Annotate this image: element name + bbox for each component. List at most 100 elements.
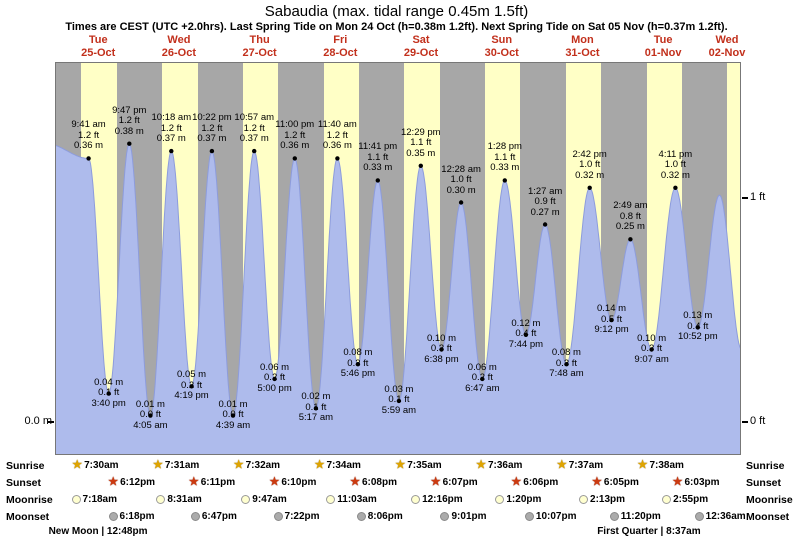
tide-label-line: 0.0 ft — [222, 409, 244, 421]
moonrise-entry: 8:31am — [156, 494, 202, 505]
tide-label-line: 0.32 m — [575, 169, 605, 181]
tide-high-label: 11:40 am 1.2 ft 0.36 m — [311, 120, 363, 152]
tide-label-line: 0.12 m — [511, 317, 541, 329]
sunrise-label-right: Sunrise — [746, 460, 785, 472]
moonset-circle-icon — [524, 512, 534, 521]
tide-low-label: 0.14 m 0.5 ft 9:12 pm — [586, 304, 638, 336]
moonset-entry: 10:07pm — [524, 511, 576, 522]
sunset-entry: ★ 6:10pm — [269, 476, 317, 489]
tide-extreme-dot — [502, 178, 507, 183]
right-axis-tick-zero — [742, 421, 748, 423]
tide-label-line: 0.37 m — [239, 133, 269, 145]
tide-label-line: 4:19 pm — [174, 390, 209, 402]
tide-extreme-labels: 9:41 am 1.2 ft 0.36 m 0.04 m 0.1 ft 3:40 pm 9:… — [56, 63, 740, 454]
day-date: 31-Oct — [565, 47, 600, 59]
tide-label-line: 5:46 pm — [340, 368, 376, 380]
moonset-time: 6:18pm — [119, 511, 155, 522]
tide-label-line: 3:40 pm — [91, 397, 126, 409]
moonrise-circle-icon — [579, 495, 589, 504]
moonrise-entry: 1:20pm — [495, 494, 541, 505]
tide-label-line: 0.08 m — [343, 347, 373, 359]
moonrise-circle-icon — [156, 495, 166, 504]
moonrise-entry: 2:13pm — [579, 494, 625, 505]
tide-label-line: 0.3 ft — [555, 357, 578, 369]
sunrise-time: 7:34am — [326, 460, 361, 471]
tide-label-line: 0.25 m — [615, 221, 645, 233]
moonset-circle-icon — [609, 512, 619, 521]
left-axis-tick — [48, 421, 54, 423]
sunset-time: 6:03pm — [684, 477, 720, 488]
tide-high-label: 10:18 am 1.2 ft 0.37 m — [145, 113, 197, 145]
sunrise-entry: ★ 7:30am — [72, 460, 118, 472]
tide-label-line: 0.10 m — [426, 332, 456, 344]
tide-extreme-dot — [628, 237, 633, 242]
sunset-star-icon: ★ — [108, 476, 119, 488]
moonset-entry: 9:01pm — [440, 511, 487, 522]
sunrise-time: 7:36am — [487, 460, 523, 471]
tide-label-line: 1.0 ft — [664, 159, 686, 171]
tide-extreme-dot — [523, 332, 529, 337]
tide-label-line: 2:42 pm — [572, 148, 607, 160]
tide-label-line: 1:27 am — [527, 185, 563, 197]
moonrise-time: 7:18am — [82, 494, 118, 505]
tide-label-line: 0.1 ft — [388, 394, 410, 406]
sunset-row: Sunset Sunset ★ 6:12pm ★ 6:11pm ★ 6:10pm ★ 6:08pm… — [0, 476, 793, 492]
tide-label-line: 12:29 pm — [400, 126, 441, 138]
moonset-circle-icon — [694, 512, 704, 521]
tide-label-line: 10:57 am — [234, 112, 275, 124]
tide-label-line: 5:59 am — [381, 404, 417, 416]
moonrise-entry: 9:47am — [241, 494, 287, 505]
tide-label-line: 5:17 am — [298, 412, 334, 424]
tide-label-line: 1.1 ft — [367, 151, 389, 163]
tide-label-line: 0.05 m — [177, 369, 207, 381]
sunset-star-icon: ★ — [592, 476, 602, 488]
sunset-star-icon: ★ — [269, 476, 280, 488]
sunrise-star-icon: ★ — [476, 459, 486, 471]
tide-label-line: 2:49 am — [613, 200, 648, 212]
tide-label-line: 0.35 m — [406, 147, 436, 159]
sunset-star-icon: ★ — [511, 476, 522, 488]
moonset-time: 11:20pm — [620, 511, 661, 522]
y-axis-label-feet-one: 1 ft — [750, 191, 766, 203]
tide-extreme-dot — [418, 163, 423, 168]
moonset-time: 6:47pm — [201, 511, 237, 522]
tide-low-label: 0.12 m 0.4 ft 7:44 pm — [500, 317, 552, 351]
tide-high-label: 2:49 am 0.8 ft 0.25 m — [604, 201, 656, 233]
right-axis-tick-one — [742, 197, 748, 199]
tide-high-label: 1:28 pm 1.1 ft 0.33 m — [479, 142, 531, 174]
tide-label-line: 0.01 m — [135, 398, 165, 410]
tide-label-line: 9:47 pm — [112, 104, 147, 116]
tide-low-label: 0.05 m 0.2 ft 4:19 pm — [166, 370, 218, 402]
tide-label-line: 0.02 m — [301, 391, 331, 403]
sunrise-star-icon: ★ — [314, 459, 325, 471]
day-label: Wed 26-Oct — [162, 34, 196, 60]
tide-extreme-dot — [649, 347, 654, 352]
tide-label-line: 0.08 m — [551, 347, 581, 359]
sunrise-entry: ★ 7:32am — [234, 460, 280, 472]
tide-label-line: 0.4 ft — [687, 320, 709, 332]
tide-label-line: 0.27 m — [530, 206, 560, 218]
tide-low-label: 0.06 m 0.2 ft 5:00 pm — [249, 362, 301, 395]
tide-high-label: 10:22 pm 1.2 ft 0.37 m — [186, 113, 238, 145]
sunrise-star-icon: ★ — [395, 459, 406, 471]
tide-label-line: 11:00 pm — [275, 119, 315, 131]
sunrise-entry: ★ 7:34am — [314, 459, 361, 472]
sunset-star-icon: ★ — [430, 476, 441, 488]
moonrise-entry: 2:55pm — [662, 494, 708, 505]
tide-label-line: 4:11 pm — [658, 148, 693, 160]
sunset-star-icon: ★ — [672, 476, 683, 488]
tide-extreme-dot — [252, 148, 257, 154]
moonrise-entry: 11:03am — [326, 494, 377, 505]
day-label: Sun 30-Oct — [485, 34, 519, 60]
sunrise-star-icon: ★ — [637, 459, 648, 471]
new-moon-caption: New Moon | 12:48pm — [48, 526, 148, 537]
sunset-entry: ★ 6:08pm — [350, 477, 397, 489]
tide-label-line: 0.5 ft — [600, 313, 623, 325]
tide-label-line: 0.32 m — [660, 169, 690, 181]
moonrise-time: 1:20pm — [506, 494, 542, 505]
tide-label-line: 0.3 ft — [430, 343, 453, 354]
day-name: Sat — [412, 34, 430, 46]
tide-high-label: 10:57 am 1.2 ft 0.37 m — [228, 113, 280, 145]
tide-label-line: 7:48 am — [549, 368, 584, 380]
tide-extreme-dot — [396, 398, 402, 404]
